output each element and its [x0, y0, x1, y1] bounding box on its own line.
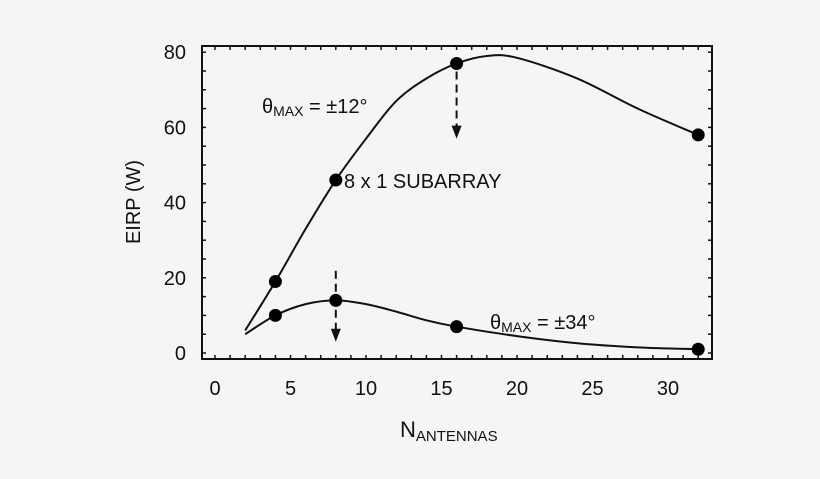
data-point: [450, 56, 464, 70]
data-point: [329, 293, 343, 307]
series-1-curve: [244, 54, 699, 331]
data-point: [268, 275, 282, 289]
arrow-head-icon: [451, 125, 462, 139]
y-tick-label: 80: [164, 42, 186, 64]
x-tick-label: 5: [285, 378, 296, 400]
data-point: [450, 320, 464, 334]
y-tick-label: 0: [175, 343, 186, 365]
data-point: [268, 308, 282, 322]
subarray-annotation: 8 x 1 SUBARRAY: [344, 171, 501, 193]
series-curves: [244, 54, 699, 351]
arrow-head-icon: [330, 328, 341, 342]
x-tick-labels: 0 5 10 15 20 25 30: [209, 378, 679, 400]
x-tick-label: 0: [209, 378, 220, 400]
y-tick-label: 40: [164, 193, 186, 215]
series-2-curve: [244, 299, 699, 351]
y-axis-label: EIRP (W): [123, 160, 145, 244]
series2-label: θMAX = ±34°: [490, 312, 595, 335]
x-tick-label: 20: [506, 378, 528, 400]
data-point: [329, 173, 343, 187]
y-tick-label: 20: [164, 268, 186, 290]
data-point: [691, 128, 705, 142]
data-points: [268, 56, 705, 356]
series1-label: θMAX = ±12°: [262, 96, 367, 119]
axis-ticks: [202, 46, 712, 359]
x-tick-label: 25: [581, 378, 603, 400]
y-tick-label: 60: [164, 117, 186, 139]
y-tick-labels: 0 20 40 60 80: [164, 42, 186, 365]
x-tick-label: 30: [657, 378, 679, 400]
data-point: [691, 342, 705, 356]
x-tick-label: 10: [355, 378, 377, 400]
x-tick-label: 15: [430, 378, 452, 400]
x-axis-label: NANTENNAS: [400, 417, 498, 445]
